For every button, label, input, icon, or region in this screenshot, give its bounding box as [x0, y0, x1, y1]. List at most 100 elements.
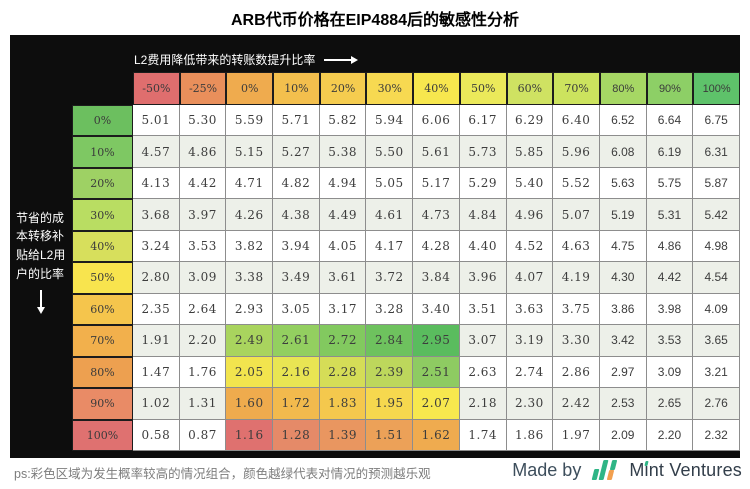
heatmap-cell: 3.21 — [693, 356, 740, 389]
heatmap-cell: 6.40 — [553, 105, 600, 137]
heatmap-cell: 1.47 — [133, 356, 180, 389]
heatmap-cell: 1.91 — [133, 325, 180, 357]
heatmap-cell: 5.82 — [319, 105, 367, 137]
footnote: ps:彩色区域为发生概率较高的情况组合，颜色越绿代表对情况的预测越乐观 — [14, 467, 431, 481]
heatmap-cell: 3.94 — [273, 230, 320, 263]
row-header: 50% — [72, 262, 133, 294]
heatmap-cell: 5.73 — [459, 136, 507, 168]
heatmap-cell: 4.73 — [413, 199, 460, 231]
row-header: 90% — [72, 388, 133, 420]
heatmap-cell: 3.63 — [506, 293, 554, 326]
heatmap-cell: 5.61 — [413, 136, 460, 168]
heatmap-cell: 2.32 — [693, 419, 740, 451]
page-title: ARB代币价格在EIP4884后的敏感性分析 — [230, 12, 520, 29]
column-header: 10% — [273, 72, 320, 105]
heatmap-cell: 3.61 — [319, 262, 367, 294]
heatmap-cell: 4.82 — [273, 167, 320, 200]
heatmap-cell: 2.93 — [226, 293, 274, 326]
heatmap-cell: 3.97 — [179, 199, 227, 231]
heatmap-cell: 4.42 — [179, 167, 227, 200]
heatmap-cell: 4.54 — [693, 262, 740, 294]
heatmap-cell: 3.28 — [366, 293, 414, 326]
column-header: 70% — [553, 72, 600, 105]
right-arrow-icon — [324, 55, 359, 64]
heatmap-cell: 5.52 — [553, 167, 600, 200]
heatmap-cell: 2.74 — [506, 356, 554, 389]
heatmap-cell: 5.96 — [553, 136, 600, 168]
heatmap-cell: 2.42 — [553, 388, 600, 420]
heatmap-cell: 3.17 — [319, 293, 367, 326]
heatmap-cell: 3.49 — [273, 262, 320, 294]
row-header: 60% — [72, 293, 133, 326]
heatmap-cell: 6.75 — [693, 105, 740, 137]
column-header: 100% — [693, 72, 740, 105]
row-header: 40% — [72, 230, 133, 263]
heatmap-cell: 1.16 — [226, 419, 274, 451]
heatmap-cell: 2.63 — [459, 356, 507, 389]
heatmap-cell: 4.86 — [179, 136, 227, 168]
heatmap-cell: 4.49 — [319, 199, 367, 231]
heatmap-cell: 2.20 — [179, 325, 227, 357]
column-header: 20% — [319, 72, 367, 105]
heatmap-cell: 3.84 — [413, 262, 460, 294]
heatmap-cell: 2.18 — [459, 388, 507, 420]
heatmap-cell: 5.59 — [226, 105, 274, 137]
heatmap-cell: 4.71 — [226, 167, 274, 200]
brand-name: Mint Ventures — [629, 459, 742, 480]
heatmap-grid: -50% -25% 0% 10% 20% 30% 40% 50% 60% 70% 80% 90% 100… — [72, 72, 740, 451]
heatmap-cell: 5.50 — [366, 136, 414, 168]
row-header: 30% — [72, 199, 133, 231]
heatmap-cell: 6.64 — [646, 105, 694, 137]
row-header: 100% — [72, 419, 133, 451]
heatmap-cell: 5.85 — [506, 136, 554, 168]
column-header: 90% — [646, 72, 694, 105]
heatmap-cell: 6.52 — [599, 105, 647, 137]
heatmap-cell: 2.51 — [413, 356, 460, 389]
corner-cell — [72, 72, 133, 105]
mint-ventures-logo-icon — [590, 457, 620, 483]
heatmap-cell: 5.42 — [693, 199, 740, 231]
heatmap-cell: 2.53 — [599, 388, 647, 420]
heatmap-cell: 1.86 — [506, 419, 554, 451]
heatmap-cell: 3.51 — [459, 293, 507, 326]
heatmap-cell: 5.27 — [273, 136, 320, 168]
heatmap-cell: 4.17 — [366, 230, 414, 263]
heatmap-cell: 5.40 — [506, 167, 554, 200]
heatmap-cell: 3.53 — [179, 230, 227, 263]
heatmap-cell: 4.38 — [273, 199, 320, 231]
heatmap-cell: 4.19 — [553, 262, 600, 294]
heatmap-cell: 1.97 — [553, 419, 600, 451]
heatmap-cell: 2.76 — [693, 388, 740, 420]
down-arrow-icon — [37, 290, 45, 315]
heatmap-cell: 2.20 — [646, 419, 694, 451]
heatmap-cell: 3.75 — [553, 293, 600, 326]
column-header: 60% — [506, 72, 554, 105]
heatmap-cell: 3.09 — [179, 262, 227, 294]
row-header: 20% — [72, 167, 133, 200]
heatmap-cell: 1.83 — [319, 388, 367, 420]
heatmap-cell: 2.35 — [133, 293, 180, 326]
heatmap-cell: 5.07 — [553, 199, 600, 231]
heatmap-cell: 3.96 — [459, 262, 507, 294]
heatmap-cell: 6.17 — [459, 105, 507, 137]
heatmap-cell: 3.05 — [273, 293, 320, 326]
heatmap-cell: 3.30 — [553, 325, 600, 357]
heatmap-cell: 2.95 — [413, 325, 460, 357]
heatmap-cell: 4.94 — [319, 167, 367, 200]
y-axis-label: 节省的成本转移补贴给L2用户的比率 — [16, 210, 66, 281]
heatmap-cell: 2.16 — [273, 356, 320, 389]
heatmap-cell: 2.39 — [366, 356, 414, 389]
x-axis-label-group: L2费用降低带来的转账数提升比率 — [134, 51, 359, 68]
heatmap-cell: 4.63 — [553, 230, 600, 263]
heatmap-cell: 1.76 — [179, 356, 227, 389]
heatmap-cell: 5.63 — [599, 167, 647, 200]
heatmap-cell: 4.26 — [226, 199, 274, 231]
heatmap-cell: 5.87 — [693, 167, 740, 200]
heatmap-cell: 2.86 — [553, 356, 600, 389]
heatmap-cell: 4.98 — [693, 230, 740, 263]
heatmap-cell: 0.58 — [133, 419, 180, 451]
heatmap-cell: 5.17 — [413, 167, 460, 200]
heatmap-cell: 5.30 — [179, 105, 227, 137]
heatmap-cell: 1.74 — [459, 419, 507, 451]
heatmap-cell: 4.07 — [506, 262, 554, 294]
